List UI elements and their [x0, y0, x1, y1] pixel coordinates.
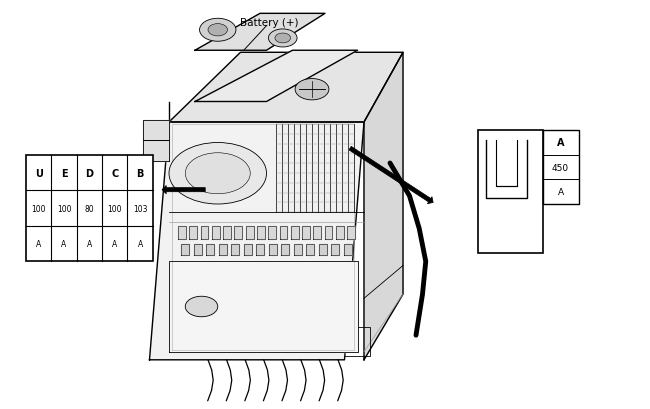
- Polygon shape: [324, 226, 332, 239]
- Polygon shape: [246, 226, 254, 239]
- Polygon shape: [195, 14, 325, 51]
- Text: 100: 100: [57, 204, 72, 213]
- Text: A: A: [558, 188, 564, 197]
- Polygon shape: [206, 244, 214, 256]
- Polygon shape: [344, 244, 352, 256]
- Text: E: E: [60, 168, 68, 178]
- Polygon shape: [244, 244, 252, 256]
- Text: 80: 80: [84, 204, 94, 213]
- Circle shape: [185, 297, 218, 317]
- FancyBboxPatch shape: [543, 131, 578, 204]
- Text: 450: 450: [552, 163, 569, 172]
- Text: 103: 103: [133, 204, 148, 213]
- Text: A: A: [112, 240, 118, 249]
- Polygon shape: [150, 123, 364, 360]
- Text: Battery (+): Battery (+): [240, 18, 299, 28]
- Text: B: B: [136, 168, 144, 178]
- Text: D: D: [85, 168, 94, 178]
- Polygon shape: [189, 226, 197, 239]
- Polygon shape: [294, 244, 302, 256]
- Text: 100: 100: [31, 204, 46, 213]
- Text: U: U: [34, 168, 43, 178]
- Polygon shape: [223, 226, 231, 239]
- Polygon shape: [313, 226, 321, 239]
- Text: 100: 100: [107, 204, 122, 213]
- Polygon shape: [169, 53, 403, 123]
- Polygon shape: [201, 226, 209, 239]
- Text: A: A: [86, 240, 92, 249]
- Polygon shape: [143, 121, 169, 141]
- Polygon shape: [195, 51, 358, 102]
- FancyBboxPatch shape: [478, 131, 543, 254]
- Text: A: A: [61, 240, 67, 249]
- Polygon shape: [257, 226, 265, 239]
- FancyBboxPatch shape: [26, 155, 153, 262]
- Circle shape: [169, 143, 266, 204]
- Circle shape: [275, 34, 291, 44]
- Polygon shape: [178, 226, 186, 239]
- Polygon shape: [332, 244, 339, 256]
- Polygon shape: [194, 244, 202, 256]
- Circle shape: [208, 25, 227, 37]
- Polygon shape: [181, 244, 189, 256]
- Polygon shape: [302, 226, 310, 239]
- Polygon shape: [169, 262, 358, 352]
- Polygon shape: [276, 125, 354, 213]
- Polygon shape: [306, 244, 314, 256]
- Text: A: A: [557, 138, 564, 148]
- Polygon shape: [319, 244, 327, 256]
- Polygon shape: [256, 244, 264, 256]
- Polygon shape: [212, 226, 220, 239]
- Polygon shape: [219, 244, 227, 256]
- Polygon shape: [268, 226, 276, 239]
- Polygon shape: [280, 226, 287, 239]
- Circle shape: [268, 30, 297, 48]
- Polygon shape: [291, 226, 298, 239]
- Circle shape: [185, 153, 250, 194]
- Polygon shape: [269, 244, 277, 256]
- Polygon shape: [231, 244, 239, 256]
- Text: A: A: [137, 240, 143, 249]
- Polygon shape: [143, 141, 169, 162]
- Polygon shape: [347, 226, 355, 239]
- Polygon shape: [364, 53, 403, 360]
- Polygon shape: [336, 226, 344, 239]
- Text: A: A: [36, 240, 42, 249]
- Circle shape: [200, 19, 236, 42]
- Polygon shape: [235, 226, 242, 239]
- Polygon shape: [281, 244, 289, 256]
- Circle shape: [295, 79, 329, 101]
- Text: C: C: [111, 168, 118, 178]
